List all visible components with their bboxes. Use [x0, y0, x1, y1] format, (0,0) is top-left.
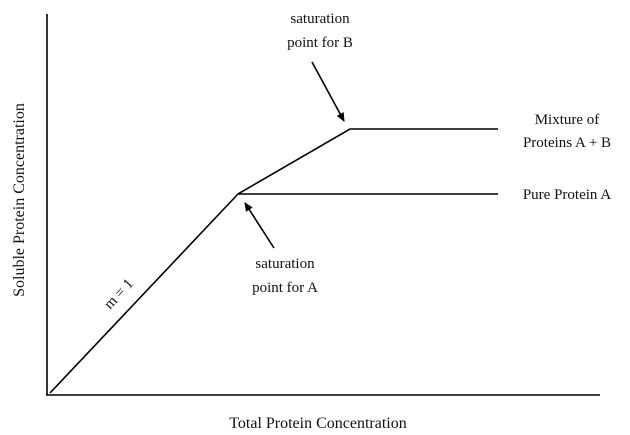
label: Proteins A + B: [523, 135, 611, 151]
label: point for A: [252, 280, 318, 296]
label: point for B: [287, 35, 353, 51]
label: saturation: [290, 11, 350, 27]
label: Pure Protein A: [523, 187, 611, 203]
label: Mixture of: [535, 112, 600, 128]
arrow-a: [244, 202, 275, 249]
label: saturation: [255, 256, 315, 272]
x-axis-label: Total Protein Concentration: [229, 415, 407, 432]
y-axis-label: Soluble Protein Concentration: [11, 103, 28, 297]
arrow-b: [311, 61, 345, 122]
mixture-line: [237, 128, 498, 195]
